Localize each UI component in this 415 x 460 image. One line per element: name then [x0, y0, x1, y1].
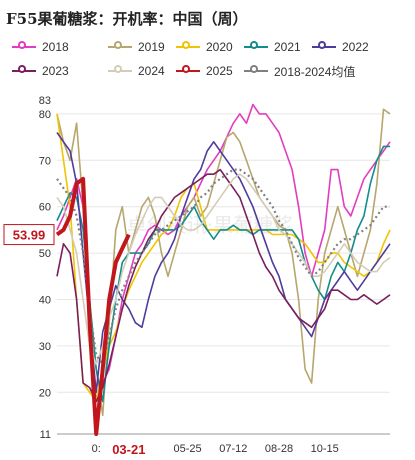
y-tick-label: 70 — [39, 155, 51, 167]
series-line-2023 — [56, 168, 391, 403]
y-tick-label: 60 — [39, 202, 51, 214]
y-tick-label: 20 — [39, 387, 51, 399]
x-tick-label: 08-28 — [265, 443, 293, 455]
legend-item-2018[interactable]: 2018 — [12, 38, 69, 56]
legend-item-2025[interactable]: 2025 — [176, 62, 233, 80]
series-line-2024 — [56, 173, 391, 366]
y-tick-label: 11 — [40, 429, 51, 441]
legend-swatch — [312, 41, 336, 49]
series-line-2022 — [56, 132, 391, 394]
legend-swatch — [108, 65, 132, 73]
legend-item-2022[interactable]: 2022 — [312, 38, 369, 56]
x-tick-label: 0: — [92, 443, 101, 455]
legend-swatch — [176, 41, 200, 49]
series-line-2018-2024- — [56, 168, 390, 366]
legend-label: 2024 — [138, 64, 165, 78]
legend-swatch — [244, 41, 268, 49]
legend-swatch — [108, 41, 132, 49]
chart-title: F55果葡糖浆：开机率：中国（周） — [6, 10, 248, 28]
highlight-value-box — [3, 224, 55, 246]
legend-label: 2018-2024均值 — [274, 64, 356, 79]
legend-label: 2023 — [42, 64, 69, 78]
legend: 2018 2019 2020 2021 2022 2023 2024 2025 2018-202… — [0, 34, 415, 84]
series-line-2021 — [56, 145, 390, 403]
legend-label: 2020 — [206, 40, 233, 54]
legend-item-2023[interactable]: 2023 — [12, 62, 69, 80]
legend-item-2020[interactable]: 2020 — [176, 38, 233, 56]
legend-label: 2021 — [274, 40, 301, 54]
y-tick-label: 50 — [39, 248, 51, 260]
y-tick-label: 40 — [39, 294, 51, 306]
y-tick-label: 80 — [39, 109, 51, 121]
highlight-date-label: 03-21 — [112, 442, 145, 457]
legend-item-2021[interactable]: 2021 — [244, 38, 301, 56]
legend-label: 2018 — [42, 40, 69, 54]
legend-swatch — [12, 41, 36, 49]
y-tick-label: 30 — [39, 341, 51, 353]
y-tick-label: 83 — [39, 95, 51, 107]
legend-label: 2022 — [342, 40, 369, 54]
legend-swatch — [244, 65, 268, 73]
x-tick-label: 05-25 — [174, 443, 202, 455]
legend-swatch — [12, 65, 36, 73]
legend-label: 2019 — [138, 40, 165, 54]
legend-item-2024[interactable]: 2024 — [108, 62, 165, 80]
legend-item-2019[interactable]: 2019 — [108, 38, 165, 56]
x-tick-label: 10-15 — [311, 443, 339, 455]
legend-swatch — [176, 65, 200, 73]
series-line-2025 — [55, 176, 131, 436]
legend-label: 2025 — [206, 64, 233, 78]
highlight-value-label: 53.99 — [13, 228, 46, 243]
legend-item-2018-2024-[interactable]: 2018-2024均值 — [244, 62, 355, 80]
x-tick-label: 07-12 — [219, 443, 247, 455]
